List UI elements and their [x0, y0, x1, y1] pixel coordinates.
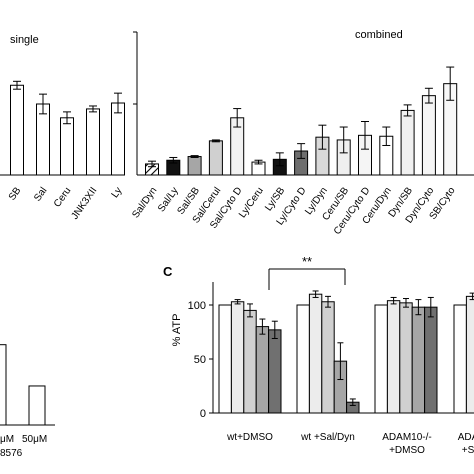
- bar: [411, 306, 426, 414]
- bar: [28, 385, 46, 426]
- bar: [400, 109, 415, 176]
- group-label: ADAM10-/-: [382, 432, 431, 443]
- bar: [321, 301, 335, 414]
- bar: [399, 302, 413, 414]
- bottom-left-panel: μM 50μM 8576: [0, 344, 55, 459]
- bar: [111, 102, 125, 176]
- x-tick-label: μM: [0, 434, 14, 445]
- bar: [386, 300, 401, 414]
- bar: [243, 309, 257, 414]
- bar: [421, 95, 436, 176]
- y-tick-label: 100: [188, 300, 206, 312]
- bar: [374, 304, 388, 414]
- bar: [60, 117, 74, 176]
- y-tick-label: 0: [200, 408, 206, 420]
- tick-label: JNK3XII: [69, 185, 99, 221]
- bar: [0, 344, 7, 426]
- x-tick-sublabel: 8576: [0, 448, 23, 459]
- group-label: +DMSO: [389, 445, 425, 456]
- bar: [230, 301, 245, 414]
- y-tick-label: 50: [194, 354, 206, 366]
- bar: [465, 295, 474, 414]
- single-panel-title: single: [10, 34, 39, 46]
- tick-label: Sal/Dyn: [130, 185, 159, 220]
- bar: [36, 103, 50, 176]
- tick-label: Ly: [110, 185, 125, 200]
- tick-label: SB: [7, 185, 24, 203]
- significance-marker: **: [302, 254, 312, 269]
- panel-c-ylabel: % ATP: [171, 314, 183, 347]
- bar: [208, 140, 223, 176]
- bar: [308, 293, 323, 414]
- bar: [255, 326, 270, 414]
- bar: [86, 108, 100, 176]
- x-tick-label: 50μM: [22, 434, 47, 445]
- bar: [187, 156, 202, 176]
- group-label: ADA: [458, 432, 474, 443]
- bar: [296, 304, 310, 414]
- group-label: wt +Sal/Dyn: [300, 432, 355, 443]
- bar: [453, 304, 467, 414]
- combined-panel-title: combined: [355, 29, 403, 41]
- bar: [218, 304, 232, 414]
- bar: [268, 329, 282, 414]
- bar: [424, 306, 438, 414]
- panel-c: C % ATP 0 50 100 wt+DMSO wt +Sal/Dyn ADAM10-/…: [163, 254, 474, 456]
- combined-panel: combined Sal/DynSal/LySal/SBSal/CerulSal…: [130, 29, 474, 237]
- tick-label: Sal: [32, 185, 49, 203]
- group-label: wt+DMSO: [226, 432, 273, 443]
- tick-label: Ceru: [52, 185, 73, 209]
- panel-c-letter: C: [163, 264, 173, 279]
- bar: [10, 84, 24, 176]
- group-label: +S: [462, 445, 474, 456]
